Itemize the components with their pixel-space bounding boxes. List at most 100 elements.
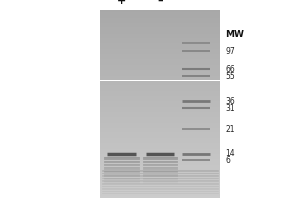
Bar xyxy=(100,117,220,118)
Bar xyxy=(100,91,220,93)
Bar xyxy=(100,21,220,23)
Bar xyxy=(100,135,220,137)
Bar xyxy=(100,190,220,192)
Bar xyxy=(100,107,220,109)
Bar xyxy=(100,99,220,101)
Bar xyxy=(100,84,220,85)
Bar xyxy=(100,24,220,26)
Bar xyxy=(100,26,220,27)
Bar xyxy=(100,49,220,51)
Bar xyxy=(100,66,220,68)
Bar xyxy=(100,60,220,62)
Bar xyxy=(100,113,220,115)
Bar xyxy=(100,80,220,82)
Bar xyxy=(100,33,220,35)
Bar xyxy=(100,106,220,107)
Bar xyxy=(100,121,220,123)
Bar xyxy=(100,167,220,168)
Text: 31: 31 xyxy=(225,104,235,113)
Bar xyxy=(100,19,220,21)
Bar xyxy=(100,192,220,193)
Bar xyxy=(100,174,220,176)
Bar xyxy=(100,160,220,162)
Bar xyxy=(100,88,220,90)
Bar xyxy=(100,109,220,110)
Bar xyxy=(100,131,220,132)
Bar xyxy=(100,181,220,182)
Bar xyxy=(100,38,220,40)
Bar xyxy=(100,129,220,131)
Bar xyxy=(100,48,220,49)
Bar xyxy=(100,126,220,128)
Text: 21: 21 xyxy=(225,125,235,134)
Bar xyxy=(100,189,220,190)
Text: 36: 36 xyxy=(225,97,235,106)
Bar xyxy=(100,46,220,48)
Text: 66: 66 xyxy=(225,65,235,74)
Bar xyxy=(100,134,220,135)
Bar xyxy=(100,138,220,140)
Bar xyxy=(100,137,220,138)
Text: 6: 6 xyxy=(225,156,230,165)
Bar xyxy=(100,149,220,151)
Bar xyxy=(100,63,220,65)
Bar xyxy=(100,73,220,74)
Bar xyxy=(100,77,220,79)
Bar xyxy=(100,70,220,71)
Bar xyxy=(100,173,220,174)
Bar xyxy=(100,128,220,129)
Bar xyxy=(100,179,220,181)
Text: MW: MW xyxy=(225,30,244,39)
Bar xyxy=(100,187,220,189)
Bar xyxy=(100,98,220,99)
Bar xyxy=(100,16,220,18)
Bar xyxy=(100,90,220,91)
Bar xyxy=(100,120,220,121)
Bar xyxy=(100,51,220,52)
Bar xyxy=(100,30,220,32)
Bar xyxy=(100,82,220,84)
Bar xyxy=(100,164,220,165)
Bar xyxy=(100,54,220,55)
Bar xyxy=(100,104,220,106)
Bar xyxy=(100,143,220,145)
Bar xyxy=(100,124,220,126)
Bar xyxy=(100,157,220,159)
Bar xyxy=(100,178,220,179)
Bar xyxy=(100,146,220,148)
Bar xyxy=(100,148,220,149)
Bar xyxy=(100,112,220,113)
Bar xyxy=(100,154,220,156)
Bar xyxy=(100,12,220,13)
Bar xyxy=(100,32,220,33)
Bar xyxy=(100,142,220,143)
Bar xyxy=(100,65,220,66)
Bar xyxy=(100,182,220,184)
Bar xyxy=(100,193,220,195)
Bar xyxy=(100,23,220,24)
Bar xyxy=(100,15,220,16)
Bar xyxy=(100,196,220,198)
Text: 97: 97 xyxy=(225,47,235,56)
Bar xyxy=(100,115,220,117)
Bar xyxy=(100,110,220,112)
Bar xyxy=(100,171,220,173)
Bar xyxy=(100,162,220,164)
Bar xyxy=(100,165,220,167)
Bar xyxy=(100,96,220,98)
Bar xyxy=(100,43,220,44)
Bar xyxy=(100,184,220,185)
Text: –: – xyxy=(157,0,163,6)
Bar xyxy=(100,71,220,73)
Bar xyxy=(100,41,220,43)
Text: +: + xyxy=(117,0,126,6)
Bar xyxy=(100,52,220,54)
Bar xyxy=(100,185,220,187)
Bar xyxy=(100,87,220,88)
Bar xyxy=(100,37,220,38)
Bar xyxy=(100,44,220,46)
Bar xyxy=(100,85,220,87)
Bar xyxy=(100,140,220,142)
Bar xyxy=(100,153,220,154)
Bar xyxy=(100,27,220,29)
